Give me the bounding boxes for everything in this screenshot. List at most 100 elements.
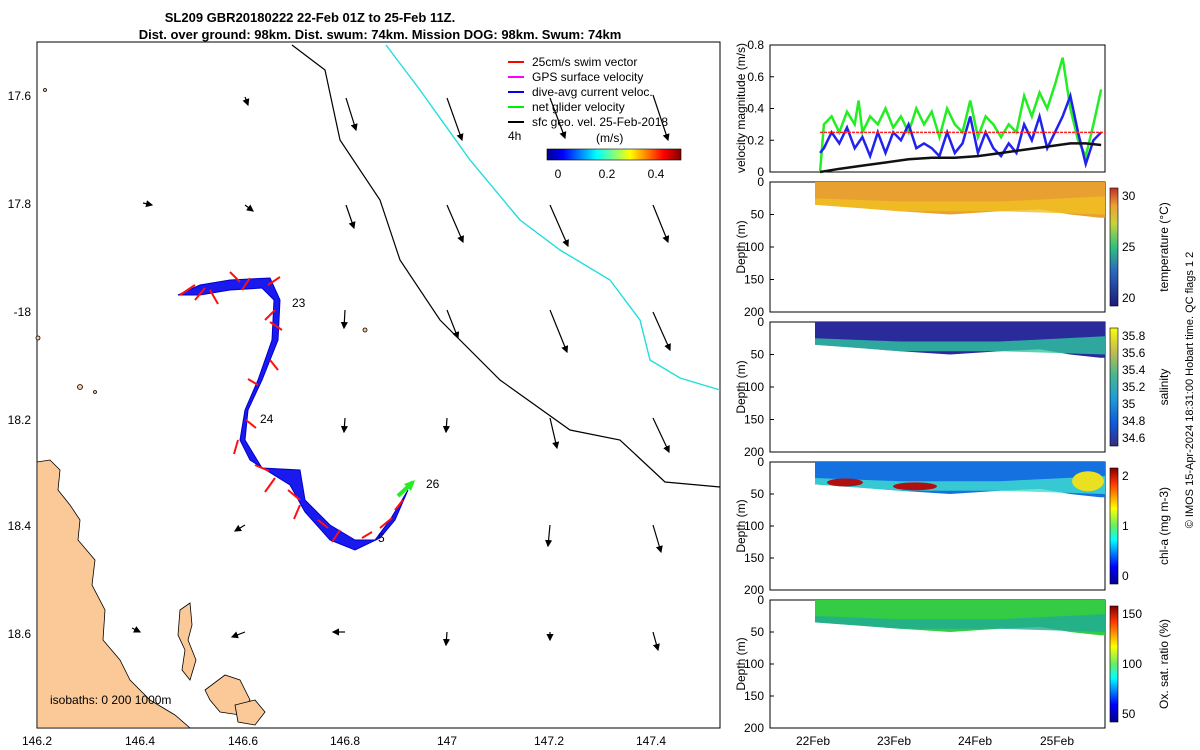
section-4-ytick-3: 150 xyxy=(744,689,764,703)
section-2-ytick-3: 150 xyxy=(744,413,764,427)
day-label-24: 24 xyxy=(260,412,274,426)
section-3-ytick-3: 150 xyxy=(744,551,764,565)
svg-text:147.2: 147.2 xyxy=(534,734,564,748)
section-3-colorbar xyxy=(1109,467,1119,585)
section-3-ytick-1: 50 xyxy=(751,487,765,501)
section-1-ytick-0: 0 xyxy=(757,175,764,189)
section-3-ctick-1: 1 xyxy=(1122,519,1129,533)
section-1-ctick-2: 30 xyxy=(1122,189,1136,203)
section-panel-1: 0 50 100 150 200 Depth (m) 20 25 30 temperature (… xyxy=(734,175,1171,319)
section-2-ctick-6: 35.8 xyxy=(1122,329,1146,343)
velocity-series-0 xyxy=(818,57,1103,173)
section-1-clabel: temperature (°C) xyxy=(1157,202,1171,292)
velocity-ytick-3: 0.6 xyxy=(747,70,764,84)
section-4-ylabel: Depth (m) xyxy=(734,637,748,690)
velocity-ytick-1: 0.2 xyxy=(747,133,764,147)
svg-text:147.4: 147.4 xyxy=(636,734,666,748)
legend-4h: 4h xyxy=(508,129,521,143)
section-2-ytick-0: 0 xyxy=(757,315,764,329)
section-1-ytick-1: 50 xyxy=(751,208,765,222)
section-1-ytick-3: 150 xyxy=(744,273,764,287)
section-4-clabel: Ox. sat. ratio (%) xyxy=(1157,619,1171,709)
speed-colorbar xyxy=(546,148,682,161)
glider-track-blue xyxy=(177,277,409,551)
colorbar-tick-2: 0.4 xyxy=(648,167,665,181)
section-1-ctick-0: 20 xyxy=(1122,291,1136,305)
section-3-ylabel: Depth (m) xyxy=(734,499,748,552)
section-3-ytick-2: 100 xyxy=(744,519,764,533)
map-x-ticks: 146.2 146.4 146.6 146.8 147 147.2 147.4 xyxy=(22,734,666,748)
section-4-ctick-0: 50 xyxy=(1122,707,1136,721)
section-3-ytick-0: 0 xyxy=(757,455,764,469)
legend-label-3: net glider velocity xyxy=(532,100,625,114)
legend-label-4: sfc geo. vel. 25-Feb-2018 xyxy=(532,115,668,129)
section-3-ctick-2: 2 xyxy=(1122,469,1129,483)
velocity-ytick-2: 0.4 xyxy=(747,102,764,116)
colorbar-tick-1: 0.2 xyxy=(599,167,616,181)
svg-text:-18: -18 xyxy=(14,305,32,319)
section-4-ytick-4: 200 xyxy=(744,721,764,735)
section-1-ylabel: Depth (m) xyxy=(734,220,748,273)
section-panel-2: 0 50 100 150 200 Depth (m) 34.6 34.8 35 35.2 35.4 3… xyxy=(734,315,1171,459)
title-line2: Dist. over ground: 98km. Dist. swum: 74k… xyxy=(139,27,622,42)
section-1-ytick-4: 200 xyxy=(744,305,764,319)
section-xtick-1: 23Feb xyxy=(877,734,911,748)
section-xtick-3: 25Feb xyxy=(1040,734,1074,748)
section-2-colorbar xyxy=(1109,327,1119,447)
credit-text: © IMOS 15-Apr-2024 18:31:00 Hobart time.… xyxy=(1184,252,1196,529)
section-2-ctick-2: 35 xyxy=(1122,397,1136,411)
section-2-ctick-3: 35.2 xyxy=(1122,380,1146,394)
velocity-ylabel: velocity magnitude (m/s) xyxy=(734,43,748,173)
svg-text:18.6: 18.6 xyxy=(8,627,32,641)
section-2-ytick-2: 100 xyxy=(744,380,764,394)
section-2-clabel: salinity xyxy=(1157,369,1171,406)
section-1-ctick-1: 25 xyxy=(1122,240,1136,254)
velocity-series-2 xyxy=(819,142,1102,174)
day-label-23: 23 xyxy=(292,296,306,310)
svg-text:146.4: 146.4 xyxy=(125,734,155,748)
land xyxy=(35,88,368,729)
section-2-ctick-0: 34.6 xyxy=(1122,431,1146,445)
velocity-ytick-0: 0 xyxy=(757,165,764,179)
isobath-1000 xyxy=(385,44,721,391)
svg-text:146.8: 146.8 xyxy=(330,734,360,748)
svg-text:146.6: 146.6 xyxy=(228,734,258,748)
velocity-ytick-4: 0.8 xyxy=(747,38,764,52)
section-2-ctick-5: 35.6 xyxy=(1122,346,1146,360)
day-label-26: 26 xyxy=(426,477,440,491)
legend-label-0: 25cm/s swim vector xyxy=(532,55,637,69)
section-1-colorbar xyxy=(1109,187,1119,307)
map-panel: 23 24 5 26 146.2 146.4 146.6 146.8 147 1… xyxy=(8,41,721,748)
section-2-ylabel: Depth (m) xyxy=(734,360,748,413)
swim-vectors xyxy=(179,271,404,543)
section-3-clabel: chl-a (mg m-3) xyxy=(1157,487,1171,565)
section-4-ytick-0: 0 xyxy=(757,593,764,607)
svg-text:147: 147 xyxy=(437,734,457,748)
legend-label-1: GPS surface velocity xyxy=(532,70,643,84)
isobath-label: isobaths: 0 200 1000m xyxy=(50,693,171,707)
section-2-ytick-4: 200 xyxy=(744,445,764,459)
svg-text:17.8: 17.8 xyxy=(8,197,32,211)
section-4-ctick-2: 150 xyxy=(1122,607,1142,621)
section-2-ctick-1: 34.8 xyxy=(1122,414,1146,428)
day-label-25: 5 xyxy=(378,531,385,545)
svg-text:18.4: 18.4 xyxy=(8,519,32,533)
svg-text:146.2: 146.2 xyxy=(22,734,52,748)
section-1-ytick-2: 100 xyxy=(744,240,764,254)
colorbar-tick-0: 0 xyxy=(555,167,562,181)
velocity-panel: 0 0.2 0.4 0.6 0.8 velocity magnitude (m/s) xyxy=(734,38,1106,179)
colorbar-label: (m/s) xyxy=(596,131,623,145)
isobath-200 xyxy=(291,44,721,488)
section-2-ytick-1: 50 xyxy=(751,348,765,362)
section-xtick-0: 22Feb xyxy=(796,734,830,748)
section-4-colorbar xyxy=(1109,605,1119,723)
sfc-geo-velocity-arrows xyxy=(131,94,671,652)
section-3-ytick-4: 200 xyxy=(744,583,764,597)
map-y-ticks: 17.6 17.8 -18 18.2 18.4 18.6 xyxy=(8,89,32,641)
velocity-series-1 xyxy=(819,91,1103,169)
svg-text:17.6: 17.6 xyxy=(8,89,32,103)
legend-label-2: dive-avg current veloc. xyxy=(532,85,653,99)
